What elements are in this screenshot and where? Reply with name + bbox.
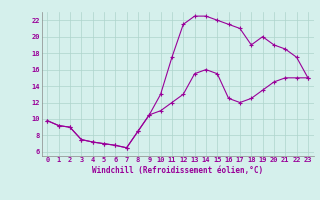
X-axis label: Windchill (Refroidissement éolien,°C): Windchill (Refroidissement éolien,°C) [92, 166, 263, 175]
